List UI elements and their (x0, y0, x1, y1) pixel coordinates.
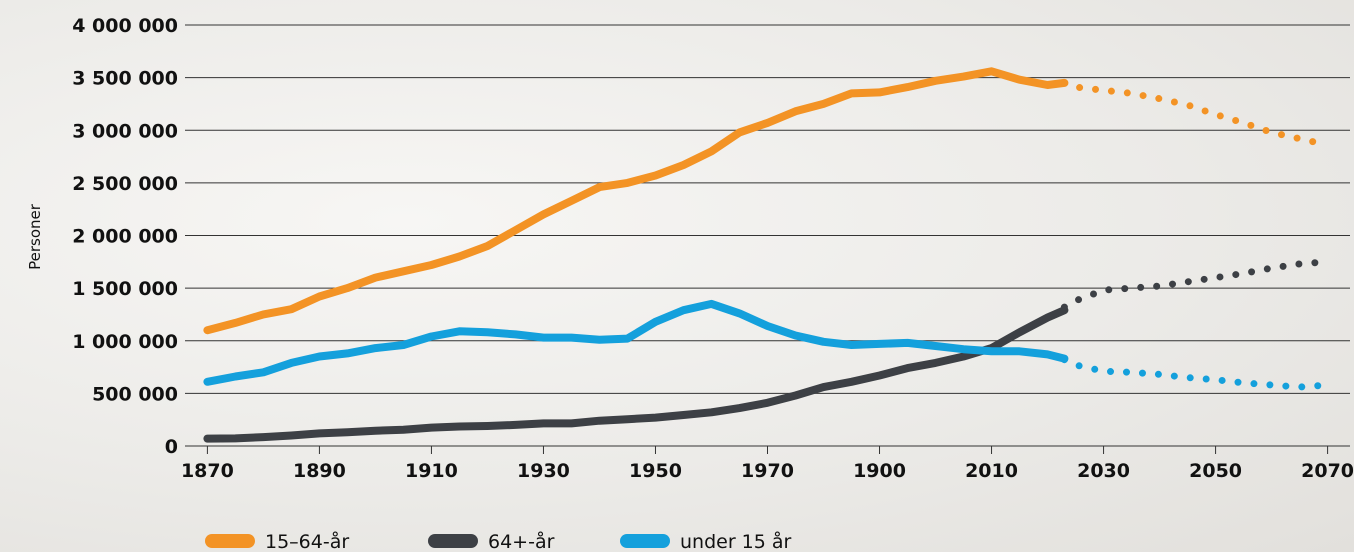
y-tick-label: 3 500 000 (72, 68, 178, 90)
projection-line (1064, 360, 1327, 387)
series-line (207, 304, 1064, 382)
y-tick-label: 2 000 000 (72, 226, 178, 248)
y-tick-label: 3 000 000 (72, 120, 178, 142)
legend-label: 15–64-år (265, 530, 349, 552)
legend-label: under 15 år (680, 530, 792, 552)
x-tick-label: 1950 (629, 460, 682, 482)
x-tick-label: 1970 (741, 460, 794, 482)
legend-swatch (205, 534, 255, 548)
y-tick-label: 500 000 (92, 383, 178, 405)
y-tick-label: 2 500 000 (72, 173, 178, 195)
x-tick-label: 2010 (965, 460, 1018, 482)
projection-line (1064, 83, 1327, 145)
x-tick-label: 1870 (181, 460, 234, 482)
y-tick-label: 1 000 000 (72, 331, 178, 353)
x-tick-label: 2050 (1189, 460, 1242, 482)
x-tick-label: 2070 (1301, 460, 1354, 482)
projection-line (1064, 262, 1327, 307)
x-tick-label: 1910 (405, 460, 458, 482)
legend-label: 64+-år (488, 530, 555, 552)
y-tick-label: 1 500 000 (72, 278, 178, 300)
x-tick-label: 1890 (293, 460, 346, 482)
y-axis-label: Personer (26, 203, 44, 270)
x-tick-label: 2030 (1077, 460, 1130, 482)
legend-swatch (620, 534, 670, 548)
chart: Personer 0 500 000 1 000 000 1 500 000 2 000… (0, 0, 1354, 552)
series-line (207, 71, 1064, 330)
page: {"chart_data": { "type": "line", "ylabel… (0, 0, 1354, 552)
x-tick-label: 1900 (853, 460, 906, 482)
y-tick-label: 4 000 000 (72, 15, 178, 37)
x-tick-label: 1930 (517, 460, 570, 482)
legend-swatch (428, 534, 478, 548)
y-tick-label: 0 (165, 436, 178, 458)
